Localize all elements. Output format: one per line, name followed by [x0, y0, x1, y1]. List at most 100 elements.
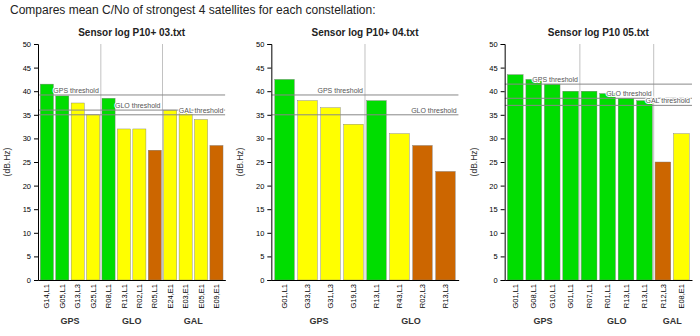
group-separator	[100, 44, 101, 280]
tick-mark	[34, 233, 38, 234]
marks	[38, 44, 225, 280]
tick: 10	[489, 229, 504, 238]
tick: 15	[489, 205, 504, 214]
axis-line	[505, 280, 692, 281]
tick-label: 50	[23, 40, 31, 49]
bar	[544, 84, 560, 280]
tick-mark	[501, 91, 505, 92]
threshold-label: GLO threshold	[606, 90, 652, 97]
x-axis: G01,L1G33,L3G31,L3G19,L3R13,L1R43,L1R02,…	[272, 280, 459, 309]
tick-label: 10	[23, 229, 31, 238]
tick-mark	[34, 115, 38, 116]
tick-label: G08,L1	[529, 284, 538, 309]
bar	[87, 115, 100, 280]
threshold-line	[505, 105, 692, 106]
bar	[298, 101, 318, 280]
tick-label: G25,L1	[89, 284, 98, 309]
tick-label: G01,L1	[511, 284, 520, 309]
axis-title: (dB.Hz)	[469, 147, 479, 176]
bar	[321, 108, 341, 280]
tick-mark	[34, 91, 38, 92]
group-separator	[365, 44, 366, 280]
tick-label: R13,L1	[120, 284, 129, 308]
threshold-label: GLO threshold	[411, 107, 457, 114]
tick-label: G01,L1	[280, 284, 289, 309]
tick-label: 0	[260, 276, 264, 285]
tick: G05,L1	[58, 280, 67, 309]
tick: G33,L3	[303, 280, 312, 309]
tick-label: 15	[23, 205, 31, 214]
bar	[600, 94, 616, 280]
tick: R13,L3	[441, 280, 450, 308]
bar	[275, 79, 295, 280]
tick: 20	[23, 182, 38, 191]
tick: G25,L1	[89, 280, 98, 309]
tick-label: 25	[489, 158, 497, 167]
y-axis: 05101520253035404550	[489, 40, 505, 285]
tick-label: 0	[493, 276, 497, 285]
tick-label: R05,L1	[150, 284, 159, 308]
tick-mark	[267, 280, 271, 281]
tick: E05,E1	[197, 280, 206, 309]
tick: R08,L1	[104, 280, 113, 308]
tick-label: R43,L1	[395, 284, 404, 308]
tick: G31,L3	[326, 280, 335, 309]
tick-label: R02,L3	[418, 284, 427, 308]
tick-mark	[34, 209, 38, 210]
tick-mark	[501, 209, 505, 210]
tick-label: G19,L3	[349, 284, 358, 309]
tick-label: 35	[23, 111, 31, 120]
tick-label: 50	[489, 40, 497, 49]
tick-label: 5	[493, 252, 497, 261]
tick-label: 35	[256, 111, 264, 120]
tick: R05,L1	[150, 280, 159, 308]
tick-label: 10	[256, 229, 264, 238]
tick: 35	[256, 111, 271, 120]
tick: 35	[489, 111, 504, 120]
tick-label: R01,L1	[603, 284, 612, 308]
threshold-line	[505, 84, 692, 85]
tick-mark	[34, 186, 38, 187]
tick: R13,L1	[622, 280, 631, 308]
tick-label: 25	[23, 158, 31, 167]
chart-title: Sensor log P10+ 03.txt	[78, 27, 186, 38]
tick: 10	[23, 229, 38, 238]
tick: E08,E1	[677, 280, 686, 309]
tick: G13,L3	[73, 280, 82, 309]
tick: 45	[489, 64, 504, 73]
group-separator	[579, 44, 580, 280]
tick-label: 40	[489, 87, 497, 96]
axis-title: (dB.Hz)	[2, 147, 12, 176]
tick-label: 45	[23, 64, 31, 73]
tick-label: G13,L3	[73, 284, 82, 309]
tick: 25	[256, 158, 271, 167]
tick-mark	[501, 233, 505, 234]
group-label: GLO	[401, 316, 421, 326]
threshold-label: GAL threshold	[646, 97, 691, 104]
tick-label: 0	[27, 276, 31, 285]
tick-label: 30	[256, 134, 264, 143]
tick: 0	[493, 276, 504, 285]
tick-label: R13,L1	[640, 284, 649, 308]
tick-mark	[267, 115, 271, 116]
tick: 50	[256, 40, 271, 49]
axis-line	[39, 280, 226, 281]
tick: E24,E1	[166, 280, 175, 309]
chart-panel: GPS thresholdGLO thresholdGAL threshold0…	[469, 27, 693, 326]
tick-label: 5	[27, 252, 31, 261]
tick: 20	[489, 182, 504, 191]
group-label: GAL	[184, 316, 204, 326]
tick-label: 50	[256, 40, 264, 49]
group-separator	[653, 44, 654, 280]
marks	[271, 44, 458, 280]
bar	[526, 79, 542, 280]
chart-title: Sensor log P10+ 04.txt	[312, 27, 420, 38]
tick-label: 45	[256, 64, 264, 73]
plot-area: GPS thresholdGLO threshold05101520253035…	[235, 27, 459, 326]
tick-mark	[34, 44, 38, 45]
group-label: GPS	[533, 316, 552, 326]
threshold-label: GLO threshold	[115, 102, 161, 109]
tick-mark	[267, 233, 271, 234]
tick-label: G10,L1	[548, 284, 557, 309]
tick: 20	[256, 182, 271, 191]
